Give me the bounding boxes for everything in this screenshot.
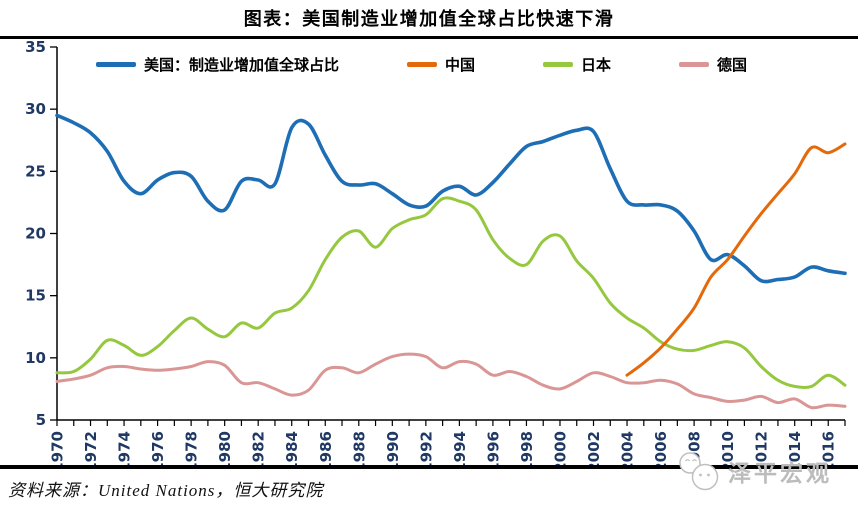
plot-svg: 5 10 15 20 25 30 35 1970 1972 1974 1976 1978 1980 198… <box>25 40 847 467</box>
x-axis-tick-label: 1978 <box>183 431 201 467</box>
legend-label: 日本 <box>581 56 612 74</box>
x-axis-tick-label: 1988 <box>350 431 368 467</box>
x-axis-tick-label: 1992 <box>417 431 435 467</box>
x-axis-tick-label: 1996 <box>484 431 502 467</box>
x-axis-tick-label: 1974 <box>116 431 134 467</box>
legend-item-1: 中国 <box>407 54 475 75</box>
chart-title: 图表：美国制造业增加值全球占比快速下滑 <box>243 9 615 30</box>
legend-label: 中国 <box>445 56 476 74</box>
y-axis-tick-label: 35 <box>25 40 46 56</box>
watermark-logo-icon <box>679 452 719 491</box>
legend-item-0: 美国：制造业增加值全球占比 <box>96 54 339 75</box>
source-note: 资料来源：United Nations，恒大研究院 <box>8 481 324 500</box>
y-axis-tick-label: 20 <box>25 225 46 243</box>
series-line-3 <box>55 352 847 410</box>
y-axis-tick-label: 25 <box>25 162 46 180</box>
x-axis-tick-label: 1984 <box>283 431 301 467</box>
x-axis-tick-label: 1990 <box>384 431 402 467</box>
x-axis-tick-label: 1970 <box>49 431 67 467</box>
legend-swatch-icon <box>543 62 574 67</box>
legend-item-2: 日本 <box>543 54 611 75</box>
x-axis-tick-label: 2002 <box>585 431 603 467</box>
y-axis-tick-label: 10 <box>25 349 46 367</box>
x-axis-tick-label: 1994 <box>451 431 469 467</box>
legend-swatch-icon <box>407 62 438 67</box>
title-divider <box>0 36 858 39</box>
line-chart: 5 10 15 20 25 30 35 1970 1972 1974 1976 1978 1980 198… <box>0 40 858 467</box>
x-axis-tick-label: 1998 <box>518 431 536 467</box>
x-axis-tick-label: 1972 <box>82 431 100 467</box>
watermark-label: 泽平宏观 <box>728 461 832 487</box>
x-axis-tick-label: 2004 <box>619 431 637 467</box>
x-axis-tick-label: 2016 <box>820 431 838 467</box>
legend-item-3: 德国 <box>679 54 747 75</box>
x-axis-tick-label: 2006 <box>652 431 670 467</box>
y-axis-tick-label: 5 <box>36 411 46 429</box>
legend-label: 德国 <box>717 56 748 74</box>
chart-legend: 美国：制造业增加值全球占比 中国 日本 德国 <box>96 54 747 75</box>
x-axis-tick-label: 2000 <box>551 431 569 467</box>
x-axis-tick-label: 2012 <box>753 431 771 467</box>
legend-swatch-icon <box>679 62 710 67</box>
legend-label: 美国：制造业增加值全球占比 <box>144 56 340 74</box>
series-line-1 <box>625 142 847 377</box>
legend-swatch-icon <box>96 62 136 67</box>
x-axis-tick-label: 1980 <box>216 431 234 467</box>
x-axis-tick-label: 1986 <box>317 431 335 467</box>
x-axis-tick-label: 2014 <box>786 431 804 467</box>
x-axis-tick-label: 2010 <box>719 431 737 467</box>
y-axis-tick-label: 30 <box>25 100 46 118</box>
watermark: 泽平宏观 <box>677 450 832 492</box>
series-line-2 <box>55 196 847 390</box>
y-axis-tick-label: 15 <box>25 287 46 305</box>
footer-divider <box>0 465 858 469</box>
series-line-0 <box>55 113 847 284</box>
x-axis-tick-label: 1982 <box>250 431 268 467</box>
x-axis-tick-label: 1976 <box>149 431 167 467</box>
